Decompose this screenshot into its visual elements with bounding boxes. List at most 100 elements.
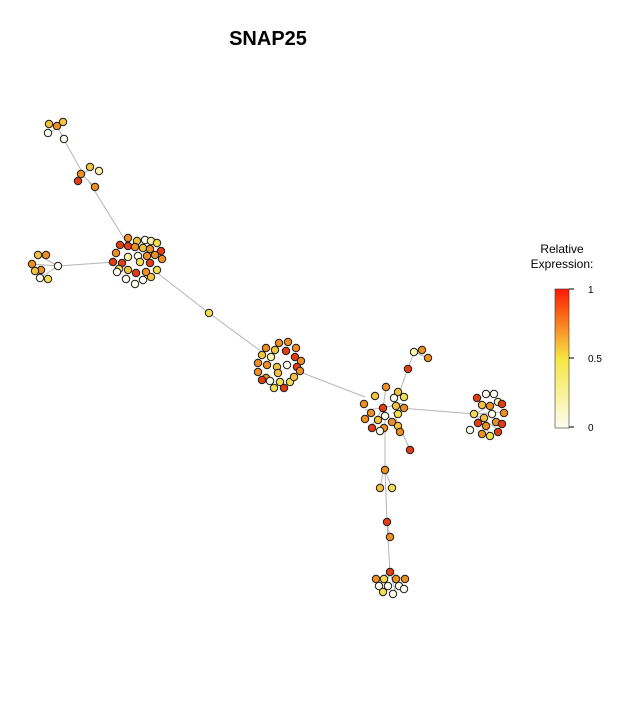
network-node	[145, 244, 155, 254]
network-node	[387, 417, 397, 427]
network-node	[275, 377, 285, 387]
network-node	[291, 343, 301, 353]
network-node	[90, 182, 100, 192]
network-node	[253, 367, 263, 377]
network-node	[261, 343, 271, 353]
network-node	[378, 403, 388, 413]
network-node	[375, 483, 385, 493]
network-node	[146, 272, 156, 282]
legend-title-line2: Expression:	[530, 257, 594, 271]
network-node	[473, 418, 483, 428]
network-node	[367, 423, 377, 433]
network-node	[477, 429, 487, 439]
network-node	[379, 574, 389, 584]
network-node	[142, 251, 152, 261]
network-node	[141, 267, 151, 277]
network-node	[493, 427, 503, 437]
network-node	[138, 275, 148, 285]
network-node	[30, 266, 40, 276]
plot-title: SNAP25	[229, 28, 307, 50]
network-node	[152, 238, 162, 248]
network-node	[423, 353, 433, 363]
network-node	[385, 567, 395, 577]
network-node	[417, 345, 427, 355]
network-node	[123, 265, 133, 275]
network-node	[477, 400, 487, 410]
legend-tick-label: 0	[588, 423, 594, 434]
network-node	[123, 252, 133, 262]
network-node	[282, 360, 292, 370]
network-node	[485, 401, 495, 411]
network-node	[265, 376, 275, 386]
network-node	[393, 387, 403, 397]
network-node	[257, 375, 267, 385]
legend-tick-label: 0.5	[588, 354, 602, 365]
network-node	[395, 427, 405, 437]
network-node	[399, 584, 409, 594]
network-node	[111, 248, 121, 258]
network-node	[283, 337, 293, 347]
network-node	[391, 574, 401, 584]
network-node	[35, 273, 45, 283]
network-node	[360, 414, 370, 424]
network-node	[465, 425, 475, 435]
network-node	[389, 393, 399, 403]
legend-title: Relative Expression:	[512, 242, 612, 272]
network-node	[385, 532, 395, 542]
network-node	[400, 574, 410, 584]
network-node	[381, 382, 391, 392]
network-node	[44, 119, 54, 129]
network-node	[43, 128, 53, 138]
network-node	[94, 166, 104, 176]
network-node	[76, 169, 86, 179]
network-node	[485, 431, 495, 441]
network-node	[257, 350, 267, 360]
edge	[399, 407, 476, 415]
network-node	[43, 274, 53, 284]
network-node	[409, 347, 419, 357]
network-node	[481, 389, 491, 399]
network-node	[145, 258, 155, 268]
network-node	[296, 356, 306, 366]
network-node	[497, 399, 507, 409]
network-node	[274, 338, 284, 348]
legend-colorbar	[554, 288, 570, 429]
network-node	[112, 267, 122, 277]
network-node	[497, 419, 507, 429]
node-layer	[27, 117, 509, 599]
network-node	[152, 265, 162, 275]
network-node	[295, 366, 305, 376]
network-node	[53, 261, 63, 271]
network-node	[204, 308, 214, 318]
network-node	[73, 176, 83, 186]
network-node	[138, 243, 148, 253]
network-node	[469, 409, 479, 419]
network-node	[378, 587, 388, 597]
network-node	[489, 389, 499, 399]
network-node	[393, 409, 403, 419]
edge	[31, 263, 59, 267]
network-node	[290, 352, 300, 362]
edge	[57, 261, 116, 267]
legend: 1 0.5 0	[554, 285, 602, 434]
network-node	[371, 574, 381, 584]
network-node	[121, 274, 131, 284]
network-node	[479, 413, 489, 423]
network-node	[380, 411, 390, 421]
network-node	[253, 358, 263, 368]
network-node	[359, 399, 369, 409]
network-node	[33, 250, 43, 260]
network-node	[399, 403, 409, 413]
network-node	[279, 383, 289, 393]
network-node	[262, 360, 272, 370]
network-node	[370, 391, 380, 401]
network-node	[52, 121, 62, 131]
network-node	[375, 426, 385, 436]
edge	[386, 521, 391, 573]
network-node	[374, 581, 384, 591]
network-node	[150, 250, 160, 260]
legend-tick-label: 1	[588, 285, 594, 296]
edge	[155, 271, 210, 314]
network-node	[373, 415, 383, 425]
edge	[397, 351, 415, 397]
